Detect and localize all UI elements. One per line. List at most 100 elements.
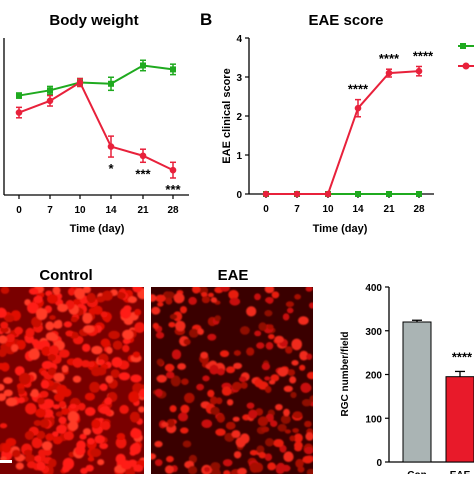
eae-score-y-tick-label: 4 [236, 34, 242, 45]
body-weight-significance: *** [135, 166, 151, 181]
rgc-x-tick-label: Con [407, 470, 426, 474]
cell [156, 374, 167, 383]
cell [63, 431, 74, 441]
cell [52, 431, 59, 437]
cell [232, 416, 240, 422]
cell [0, 307, 7, 318]
cell [305, 287, 313, 292]
cell [31, 437, 43, 449]
body-weight-series-green [16, 59, 176, 99]
cell [261, 362, 271, 371]
cell [271, 291, 280, 299]
cell [122, 338, 131, 345]
cell [182, 440, 192, 448]
cell [99, 406, 111, 415]
cell [130, 374, 142, 383]
cell [157, 302, 164, 307]
cell [99, 383, 108, 391]
cell [97, 359, 105, 365]
cell [164, 291, 176, 300]
cell [31, 388, 39, 398]
cell [258, 322, 267, 331]
cell [26, 461, 37, 469]
cell [180, 404, 190, 414]
cell [132, 351, 141, 358]
cell [4, 314, 15, 323]
cell [267, 324, 274, 330]
cell [220, 287, 230, 292]
cell [210, 462, 221, 471]
body-weight-point [170, 66, 176, 73]
cell [131, 442, 141, 452]
cell [183, 338, 191, 346]
cell [67, 287, 76, 296]
cell [165, 371, 175, 379]
cell [258, 452, 266, 459]
cell [0, 321, 9, 329]
cell [155, 294, 166, 303]
cell [295, 458, 304, 468]
cell [91, 345, 103, 355]
cell [53, 393, 65, 402]
cell [309, 302, 313, 309]
cell [283, 385, 293, 392]
body-weight-point [169, 166, 177, 174]
eae-score-annotations: **** **** **** [348, 48, 434, 96]
cell [112, 340, 123, 350]
cell [270, 420, 278, 427]
cell [138, 406, 144, 413]
rgc-x-tick-label: EAE [450, 470, 471, 474]
cell [289, 435, 296, 442]
cell [309, 395, 313, 402]
eae-score-point [355, 191, 361, 197]
cell [196, 383, 205, 391]
cell [58, 349, 70, 358]
cell [166, 455, 174, 463]
cell [14, 326, 23, 335]
rgc-bar-chart: 0 100 200 300 400 Con EAE **** RGC number/fiel… [340, 283, 474, 479]
cell [188, 328, 199, 338]
cell [169, 314, 178, 320]
cell [304, 446, 313, 455]
cell [151, 294, 157, 302]
cell [173, 292, 185, 304]
cell [76, 440, 86, 451]
cell [133, 464, 144, 472]
cell [33, 340, 44, 350]
cell [115, 437, 127, 449]
cell [277, 367, 288, 377]
cell [171, 349, 182, 360]
cell [25, 402, 37, 415]
body-weight-point [15, 109, 23, 116]
cell [120, 460, 132, 470]
body-weight-series-line [18, 81, 174, 172]
rgc-y-tick-label: 100 [365, 414, 382, 425]
body-weight-point [46, 97, 54, 105]
eae-score-x-tick-label: 28 [413, 204, 425, 215]
cell [134, 322, 144, 333]
eae-score-x-ticks: 0 7 10 14 21 28 [263, 194, 425, 215]
cell [283, 408, 290, 417]
cell [201, 292, 208, 298]
cell [88, 307, 98, 315]
cell [94, 434, 105, 444]
cell [181, 378, 189, 386]
cell [180, 427, 189, 434]
cell [219, 350, 230, 358]
cell [155, 388, 163, 397]
cell [277, 424, 287, 432]
cell [306, 468, 313, 474]
cell [52, 436, 63, 445]
cell [119, 404, 129, 414]
cell [268, 334, 275, 340]
cell [170, 375, 181, 387]
rgc-significance: **** [452, 349, 473, 364]
micrograph-eae-cells [151, 287, 313, 474]
cell [154, 440, 163, 448]
body-weight-series-red [15, 77, 177, 179]
cell [123, 305, 132, 313]
cell [240, 381, 248, 389]
cell [261, 426, 270, 433]
eae-score-y-tick-label: 2 [236, 112, 242, 123]
